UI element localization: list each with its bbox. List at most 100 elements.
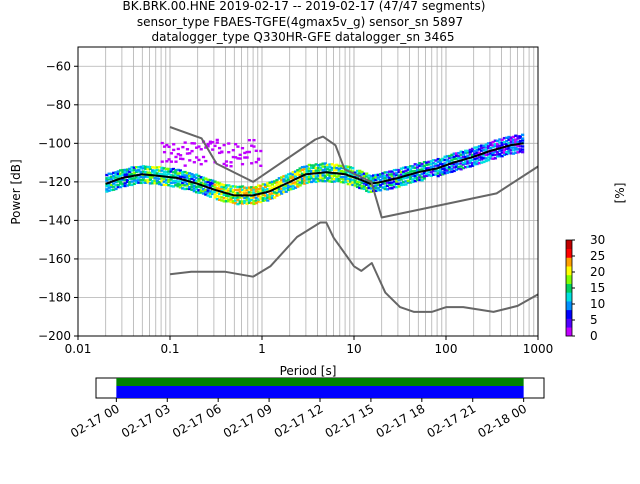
density-cell <box>218 192 222 196</box>
density-cell <box>411 178 415 181</box>
density-cell <box>121 178 125 182</box>
density-cell <box>491 151 495 155</box>
density-cell <box>464 151 468 155</box>
density-cell <box>296 180 300 183</box>
density-cell <box>169 168 173 171</box>
density-cell <box>167 145 171 149</box>
density-cell <box>500 141 504 145</box>
density-cell <box>505 147 509 151</box>
density-cell <box>192 174 196 177</box>
density-cell <box>118 172 123 175</box>
density-cell <box>332 174 337 178</box>
density-cell <box>468 165 472 168</box>
density-cell <box>434 164 438 167</box>
density-cell <box>169 160 174 163</box>
density-cell <box>372 177 376 180</box>
density-cell <box>399 170 403 174</box>
colorbar-tick-label: 15 <box>590 281 605 295</box>
density-cell <box>236 185 240 189</box>
density-cell <box>185 176 189 179</box>
density-cell <box>238 196 242 199</box>
density-cell <box>247 201 252 204</box>
density-cell <box>323 176 327 179</box>
density-cell <box>480 161 484 164</box>
density-cell <box>448 166 452 169</box>
density-cell <box>215 181 219 184</box>
density-cell <box>190 185 194 189</box>
x-tick-label: 1000 <box>523 342 554 356</box>
density-cell <box>162 180 166 183</box>
density-cell <box>243 201 247 205</box>
density-cell <box>445 166 449 170</box>
density-cell <box>434 173 438 176</box>
density-cell <box>425 174 429 178</box>
density-cell <box>383 185 387 188</box>
y-tick-label: −80 <box>46 98 71 112</box>
density-cell <box>388 181 392 185</box>
density-cell <box>130 169 134 172</box>
density-cell <box>369 179 373 182</box>
density-cell <box>505 136 509 140</box>
density-cell <box>213 193 217 196</box>
colorbar-swatch <box>566 274 572 284</box>
density-cell <box>197 189 201 192</box>
density-cell <box>171 167 176 171</box>
density-cell <box>360 173 364 176</box>
density-cell <box>289 175 293 178</box>
density-cell <box>397 178 401 182</box>
y-axis-label: Power [dB] <box>9 159 23 224</box>
density-cell <box>130 166 134 169</box>
density-cell <box>141 176 146 179</box>
timeline-tick-label: 02-18 00 <box>475 401 529 440</box>
density-cell <box>188 177 192 181</box>
density-cell <box>362 172 366 175</box>
colorbar-label: [%] <box>613 183 627 204</box>
density-cell <box>169 181 173 185</box>
density-cell <box>234 142 238 146</box>
density-cell <box>420 162 424 166</box>
density-cell <box>116 175 120 178</box>
density-cell <box>247 197 252 200</box>
density-cell <box>321 174 325 177</box>
density-cell <box>146 181 150 184</box>
density-cell <box>158 169 162 172</box>
density-cell <box>307 178 311 181</box>
density-cell <box>441 159 445 162</box>
density-cell <box>392 174 397 177</box>
density-cell <box>293 182 298 186</box>
density-cell <box>468 153 472 156</box>
density-cell <box>450 167 454 171</box>
density-cell <box>121 182 125 186</box>
density-cell <box>222 197 226 200</box>
density-cell <box>130 172 134 176</box>
density-cell <box>372 179 376 182</box>
density-cell <box>178 183 182 186</box>
density-cell <box>231 190 235 194</box>
density-cell <box>323 179 327 183</box>
density-cell <box>498 141 502 144</box>
density-cell <box>245 202 249 205</box>
density-cell <box>222 188 226 191</box>
density-cell <box>178 154 183 157</box>
density-cell <box>151 179 155 183</box>
density-cell <box>270 183 274 186</box>
density-cell <box>415 173 420 176</box>
density-cell <box>220 192 224 196</box>
density-cell <box>365 189 369 193</box>
density-cell <box>263 183 268 186</box>
density-cell <box>521 133 525 137</box>
density-cell <box>489 154 493 158</box>
density-cell <box>399 178 403 181</box>
density-cell <box>116 172 120 176</box>
density-cell <box>330 168 334 171</box>
density-cell <box>270 194 274 198</box>
density-cell <box>224 184 229 187</box>
x-axis: 0.01 0.1 1 10 100 1000 <box>65 336 554 356</box>
density-cell <box>323 162 327 165</box>
density-cell <box>273 191 277 194</box>
density-cell <box>300 181 305 185</box>
density-cell <box>206 183 210 187</box>
density-cell <box>454 157 459 160</box>
density-cell <box>201 155 206 159</box>
density-cell <box>240 196 245 199</box>
